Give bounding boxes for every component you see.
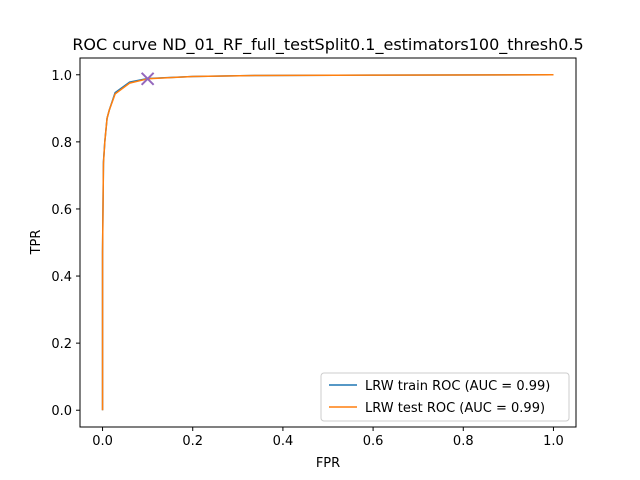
plot-area: 0.0 0.2 0.4 0.6 0.8 1.0 0.0 0.2 0.4 0.6 0.8 1.0: [51, 57, 577, 449]
threshold-marker-stroke: [140, 72, 155, 86]
axes-frame: [79, 57, 577, 428]
y-tick-label: 0.6: [51, 203, 72, 218]
y-tick-label: 0.0: [51, 404, 72, 419]
legend-label-2: LRW test ROC (AUC = 0.99): [365, 401, 545, 416]
legend: LRW train ROC (AUC = 0.99) LRW test ROC (…: [320, 372, 570, 422]
chart-title: ROC curve ND_01_RF_full_testSplit0.1_est…: [72, 35, 583, 55]
y-tick-label: 1.0: [51, 69, 72, 84]
series-line-1: [101, 74, 554, 411]
x-axis-label: FPR: [316, 456, 340, 471]
legend-label-1: LRW train ROC (AUC = 0.99): [365, 379, 550, 394]
series-line-2: [101, 74, 554, 411]
threshold-marker: [140, 72, 155, 86]
x-tick-label: 1.0: [543, 434, 564, 449]
y-axis-label: TPR: [29, 230, 44, 256]
x-tick-label: 0.2: [182, 434, 203, 449]
x-tick-label: 0.8: [453, 434, 474, 449]
x-tick-label: 0.4: [273, 434, 294, 449]
x-tick-label: 0.6: [363, 434, 384, 449]
legend-box: [320, 372, 570, 422]
y-tick-label: 0.8: [51, 136, 72, 151]
y-tick-label: 0.4: [51, 270, 72, 285]
x-tick-label: 0.0: [92, 434, 113, 449]
y-tick-label: 0.2: [51, 337, 72, 352]
